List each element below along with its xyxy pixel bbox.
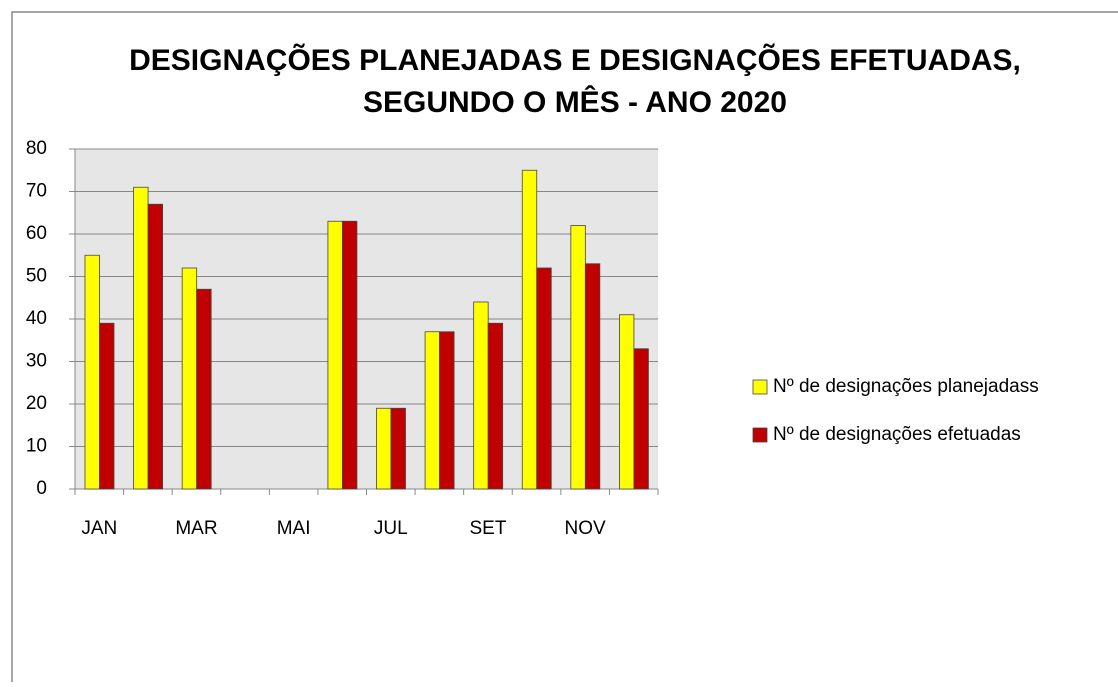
x-tick-label: NOV bbox=[565, 518, 607, 539]
bar bbox=[619, 314, 635, 490]
y-tick-label: 20 bbox=[26, 393, 47, 414]
legend-swatch bbox=[752, 379, 768, 395]
bar bbox=[584, 263, 601, 490]
bar bbox=[521, 169, 538, 490]
x-tick-label: JUL bbox=[374, 518, 408, 539]
y-tick-label: 50 bbox=[26, 266, 47, 287]
chart-title: DESIGNAÇÕES PLANEJADAS E DESIGNAÇÕES EFE… bbox=[129, 43, 1021, 77]
bar bbox=[536, 267, 552, 490]
bar bbox=[84, 254, 100, 490]
bar bbox=[99, 322, 115, 490]
y-tick-label: 10 bbox=[26, 436, 47, 457]
bar bbox=[424, 331, 440, 490]
bar bbox=[147, 203, 163, 490]
bar bbox=[390, 407, 406, 490]
legend-label: Nº de designações planejadass bbox=[773, 376, 1039, 397]
y-tick-label: 40 bbox=[26, 308, 47, 329]
x-tick-label: MAI bbox=[277, 518, 311, 539]
bar bbox=[327, 220, 343, 490]
y-tick-label: 80 bbox=[26, 138, 47, 159]
bar bbox=[473, 301, 489, 490]
bar bbox=[342, 220, 358, 490]
y-tick-label: 60 bbox=[26, 223, 47, 244]
legend-label: Nº de designações efetuadas bbox=[773, 424, 1021, 445]
y-tick-label: 0 bbox=[36, 478, 47, 499]
bar bbox=[376, 407, 392, 490]
x-tick-label: MAR bbox=[175, 518, 217, 539]
bar bbox=[633, 348, 649, 490]
y-tick-label: 30 bbox=[26, 351, 47, 372]
bar bbox=[196, 288, 212, 490]
legend-swatch bbox=[752, 427, 768, 443]
x-tick-label: SET bbox=[469, 518, 506, 539]
y-tick-label: 70 bbox=[26, 181, 47, 202]
bar bbox=[181, 267, 198, 490]
bar bbox=[133, 186, 149, 490]
chart-title: SEGUNDO O MÊS - ANO 2020 bbox=[363, 85, 787, 119]
x-tick-label: JAN bbox=[81, 518, 117, 539]
bar bbox=[570, 225, 586, 490]
bar bbox=[439, 331, 455, 490]
bar bbox=[487, 322, 504, 490]
